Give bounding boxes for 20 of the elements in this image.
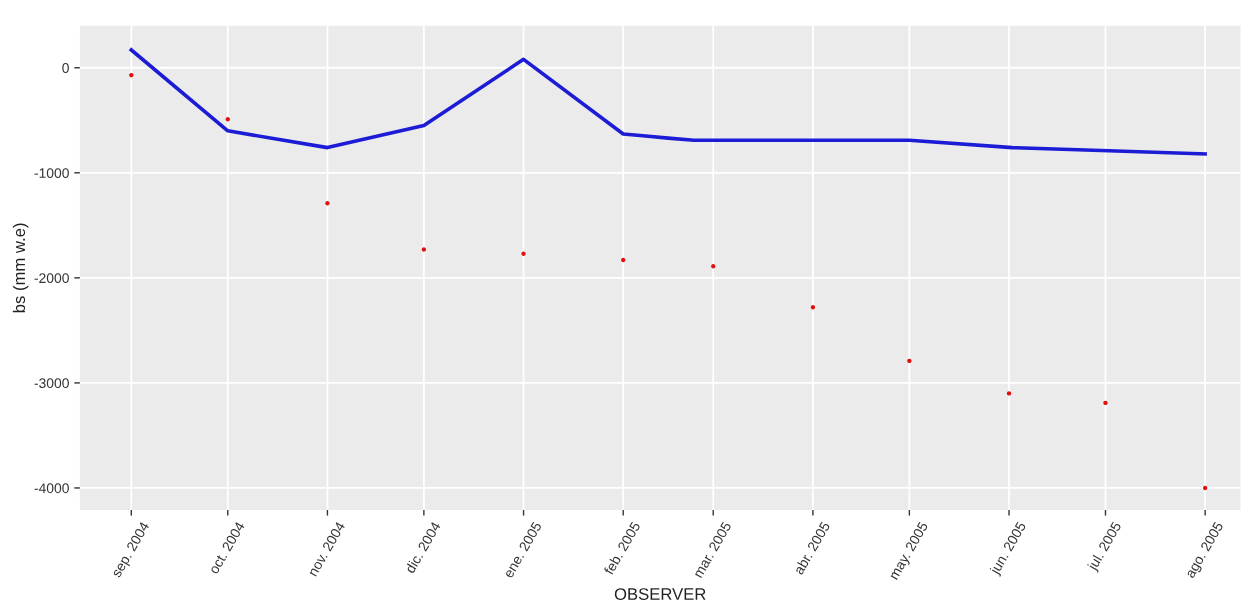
point xyxy=(521,251,526,256)
point xyxy=(1103,400,1108,406)
y-axis-title: bs (mm w.e) xyxy=(12,223,29,313)
point xyxy=(907,358,912,364)
point xyxy=(1202,485,1208,491)
point xyxy=(621,257,626,263)
point xyxy=(421,247,427,252)
y-tick-label: 0 xyxy=(62,63,69,73)
x-axis-title: OBSERVER xyxy=(614,588,706,600)
point xyxy=(325,201,330,206)
y-tick-label: -1000 xyxy=(34,168,69,178)
point xyxy=(711,264,716,269)
point xyxy=(225,117,230,122)
y-tick-label: -4000 xyxy=(34,483,69,494)
line-series xyxy=(129,48,1207,156)
y-tick-label: -2000 xyxy=(34,273,69,284)
point xyxy=(1006,391,1012,396)
y-tick-label: -3000 xyxy=(34,378,69,389)
point xyxy=(810,305,816,310)
point xyxy=(129,72,134,78)
